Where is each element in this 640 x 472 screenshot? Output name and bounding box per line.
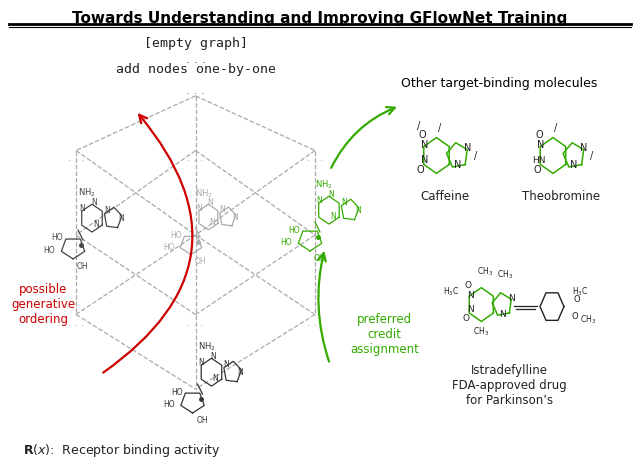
Text: N: N (499, 310, 506, 319)
FancyArrowPatch shape (103, 115, 193, 372)
Text: N: N (211, 352, 216, 361)
Text: add nodes one-by-one: add nodes one-by-one (116, 63, 276, 76)
Text: /: / (554, 123, 557, 133)
Text: N: N (91, 198, 97, 207)
Text: O: O (535, 130, 543, 140)
Text: N: N (198, 358, 204, 367)
Text: N: N (232, 213, 238, 222)
Text: . . .: . . . (188, 318, 204, 328)
Text: Caffeine: Caffeine (420, 190, 469, 203)
Text: . . .: . . . (68, 318, 84, 328)
Text: preferred
credit
assignment: preferred credit assignment (350, 313, 419, 356)
Text: O: O (533, 165, 541, 176)
Text: CH$_3$: CH$_3$ (580, 313, 596, 326)
Text: OH: OH (196, 416, 208, 425)
Text: HO: HO (51, 234, 63, 243)
Text: N: N (220, 205, 225, 214)
Text: . . .: . . . (186, 53, 205, 66)
Text: N: N (538, 140, 545, 150)
Text: N: N (467, 291, 474, 300)
Text: Other target-binding molecules: Other target-binding molecules (401, 77, 597, 90)
Text: N: N (330, 212, 336, 221)
Text: N: N (508, 294, 515, 303)
Text: . . .: . . . (186, 84, 205, 97)
Text: N: N (421, 155, 428, 165)
Text: N: N (454, 160, 461, 170)
Text: N: N (93, 220, 99, 229)
Text: N: N (421, 140, 428, 150)
Text: O: O (572, 312, 579, 320)
Text: OH: OH (314, 254, 326, 263)
Text: H$_3$C: H$_3$C (443, 286, 460, 298)
Text: O: O (574, 295, 580, 303)
FancyArrowPatch shape (331, 107, 395, 168)
Text: O: O (417, 165, 424, 176)
Text: /: / (417, 121, 420, 131)
Text: Towards Understanding and Improving GFlowNet Training: Towards Understanding and Improving GFlo… (72, 11, 568, 26)
Text: HO: HO (289, 226, 300, 235)
Text: CH$_3$: CH$_3$ (473, 325, 490, 338)
Text: N: N (104, 206, 110, 215)
Text: N: N (237, 368, 243, 377)
Text: . . .: . . . (68, 153, 84, 163)
Text: N: N (463, 143, 471, 152)
Text: O: O (419, 130, 426, 140)
Text: NH$_2$: NH$_2$ (198, 341, 215, 354)
Text: /: / (590, 152, 593, 161)
Text: HO: HO (44, 246, 55, 255)
Text: Theobromine: Theobromine (522, 190, 600, 203)
Text: . . .: . . . (307, 318, 323, 328)
Text: HO: HO (163, 401, 175, 410)
Text: NH$_2$: NH$_2$ (195, 187, 212, 200)
Text: OH: OH (195, 257, 206, 266)
Text: . . .: . . . (307, 153, 323, 163)
Text: . . .: . . . (188, 153, 204, 163)
Text: HO: HO (170, 231, 182, 240)
Text: N: N (118, 214, 124, 223)
Text: N: N (196, 204, 202, 213)
Text: N: N (316, 196, 322, 205)
Text: N: N (355, 206, 361, 215)
Text: N: N (209, 219, 215, 228)
Text: N: N (580, 143, 588, 152)
Text: [empty graph]: [empty graph] (143, 37, 248, 50)
Text: N: N (467, 304, 474, 313)
Text: CH$_3$: CH$_3$ (497, 269, 513, 281)
Text: N: N (207, 198, 213, 207)
Text: HN: HN (532, 156, 546, 165)
Text: N: N (328, 190, 334, 199)
Text: O: O (463, 314, 470, 323)
Text: HO: HO (171, 388, 182, 396)
Text: N: N (570, 160, 577, 170)
Text: N: N (341, 198, 347, 207)
FancyArrowPatch shape (318, 253, 329, 362)
Text: N: N (212, 374, 218, 383)
Text: N: N (79, 204, 85, 213)
Text: $\mathbf{R}(x)$:  Receptor binding activity: $\mathbf{R}(x)$: Receptor binding activi… (23, 442, 221, 459)
Text: O: O (465, 281, 472, 290)
Text: OH: OH (77, 262, 89, 271)
Text: NH$_2$: NH$_2$ (78, 187, 96, 199)
Text: NH$_2$: NH$_2$ (316, 179, 333, 191)
Text: N: N (223, 360, 229, 369)
Text: CH$_3$: CH$_3$ (477, 266, 493, 278)
Text: /: / (474, 152, 477, 161)
Text: possible
generative
ordering: possible generative ordering (11, 283, 76, 326)
Text: /: / (438, 123, 441, 133)
Text: Istradefylline
FDA-approved drug
for Parkinson’s: Istradefylline FDA-approved drug for Par… (452, 364, 566, 407)
Text: HO: HO (163, 243, 175, 252)
Text: H$_3$C: H$_3$C (572, 286, 588, 298)
Text: HO: HO (280, 238, 292, 247)
